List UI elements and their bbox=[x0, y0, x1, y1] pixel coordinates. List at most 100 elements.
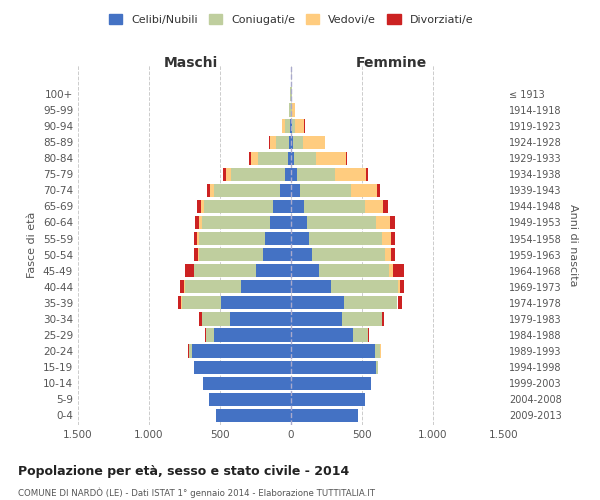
Bar bbox=[291, 409, 358, 422]
Bar bbox=[389, 264, 392, 278]
Bar bbox=[286, 168, 291, 181]
Bar bbox=[291, 392, 365, 406]
Bar bbox=[382, 312, 384, 326]
Bar bbox=[331, 280, 398, 293]
Bar bbox=[288, 152, 291, 165]
Bar bbox=[377, 184, 380, 197]
Bar bbox=[199, 312, 202, 326]
Bar bbox=[272, 200, 291, 213]
Bar bbox=[291, 168, 296, 181]
Bar bbox=[263, 248, 291, 261]
Bar bbox=[205, 200, 272, 213]
Bar bbox=[293, 136, 302, 148]
Bar bbox=[391, 248, 395, 261]
Bar bbox=[241, 280, 291, 293]
Bar bbox=[391, 216, 395, 229]
Bar bbox=[199, 248, 263, 261]
Bar bbox=[185, 264, 194, 278]
Bar bbox=[199, 216, 202, 229]
Bar bbox=[291, 264, 319, 278]
Bar bbox=[202, 216, 270, 229]
Bar bbox=[182, 296, 221, 310]
Bar bbox=[352, 184, 377, 197]
Bar bbox=[353, 328, 368, 342]
Bar bbox=[189, 344, 191, 358]
Bar bbox=[398, 280, 400, 293]
Bar bbox=[283, 120, 285, 132]
Text: Maschi: Maschi bbox=[164, 56, 218, 70]
Bar bbox=[291, 232, 310, 245]
Bar bbox=[201, 200, 205, 213]
Text: COMUNE DI NARDÒ (LE) - Dati ISTAT 1° gennaio 2014 - Elaborazione TUTTITALIA.IT: COMUNE DI NARDÒ (LE) - Dati ISTAT 1° gen… bbox=[18, 488, 375, 498]
Bar bbox=[291, 312, 342, 326]
Bar bbox=[202, 312, 230, 326]
Bar bbox=[310, 232, 382, 245]
Bar bbox=[206, 328, 214, 342]
Bar bbox=[291, 200, 304, 213]
Bar bbox=[291, 184, 300, 197]
Bar bbox=[291, 296, 344, 310]
Bar bbox=[199, 232, 265, 245]
Bar bbox=[226, 168, 232, 181]
Bar bbox=[285, 120, 290, 132]
Bar bbox=[209, 392, 291, 406]
Bar bbox=[376, 216, 391, 229]
Bar bbox=[342, 312, 382, 326]
Bar bbox=[292, 104, 295, 117]
Bar bbox=[400, 280, 404, 293]
Bar bbox=[291, 120, 292, 132]
Bar bbox=[249, 152, 251, 165]
Bar bbox=[376, 360, 377, 374]
Bar bbox=[291, 136, 293, 148]
Bar bbox=[265, 232, 291, 245]
Bar bbox=[375, 344, 380, 358]
Bar bbox=[280, 184, 291, 197]
Bar bbox=[307, 216, 376, 229]
Bar bbox=[296, 168, 335, 181]
Bar bbox=[214, 184, 280, 197]
Bar bbox=[197, 200, 201, 213]
Bar bbox=[289, 104, 290, 117]
Bar bbox=[191, 344, 291, 358]
Bar bbox=[366, 168, 368, 181]
Bar bbox=[346, 152, 347, 165]
Bar bbox=[276, 136, 289, 148]
Bar bbox=[291, 216, 307, 229]
Bar bbox=[271, 136, 276, 148]
Bar bbox=[383, 200, 388, 213]
Bar bbox=[382, 232, 391, 245]
Bar bbox=[270, 216, 291, 229]
Bar bbox=[398, 296, 402, 310]
Text: Femmine: Femmine bbox=[355, 56, 427, 70]
Bar bbox=[292, 120, 295, 132]
Bar bbox=[291, 344, 375, 358]
Bar bbox=[289, 136, 291, 148]
Bar bbox=[185, 280, 241, 293]
Bar bbox=[291, 328, 353, 342]
Bar bbox=[195, 216, 199, 229]
Bar bbox=[269, 136, 271, 148]
Bar bbox=[304, 200, 365, 213]
Bar bbox=[206, 184, 210, 197]
Bar bbox=[344, 296, 397, 310]
Bar bbox=[197, 232, 199, 245]
Bar bbox=[256, 264, 291, 278]
Bar bbox=[300, 184, 352, 197]
Bar bbox=[178, 296, 181, 310]
Bar bbox=[205, 328, 206, 342]
Y-axis label: Fasce di età: Fasce di età bbox=[28, 212, 37, 278]
Bar bbox=[365, 200, 383, 213]
Bar bbox=[385, 248, 391, 261]
Bar bbox=[221, 296, 291, 310]
Bar bbox=[194, 360, 291, 374]
Bar bbox=[294, 152, 316, 165]
Bar bbox=[319, 264, 389, 278]
Bar bbox=[230, 312, 291, 326]
Bar bbox=[194, 248, 198, 261]
Bar bbox=[223, 168, 226, 181]
Bar bbox=[302, 136, 325, 148]
Bar bbox=[290, 120, 291, 132]
Bar bbox=[259, 152, 288, 165]
Bar bbox=[251, 152, 259, 165]
Bar bbox=[180, 280, 184, 293]
